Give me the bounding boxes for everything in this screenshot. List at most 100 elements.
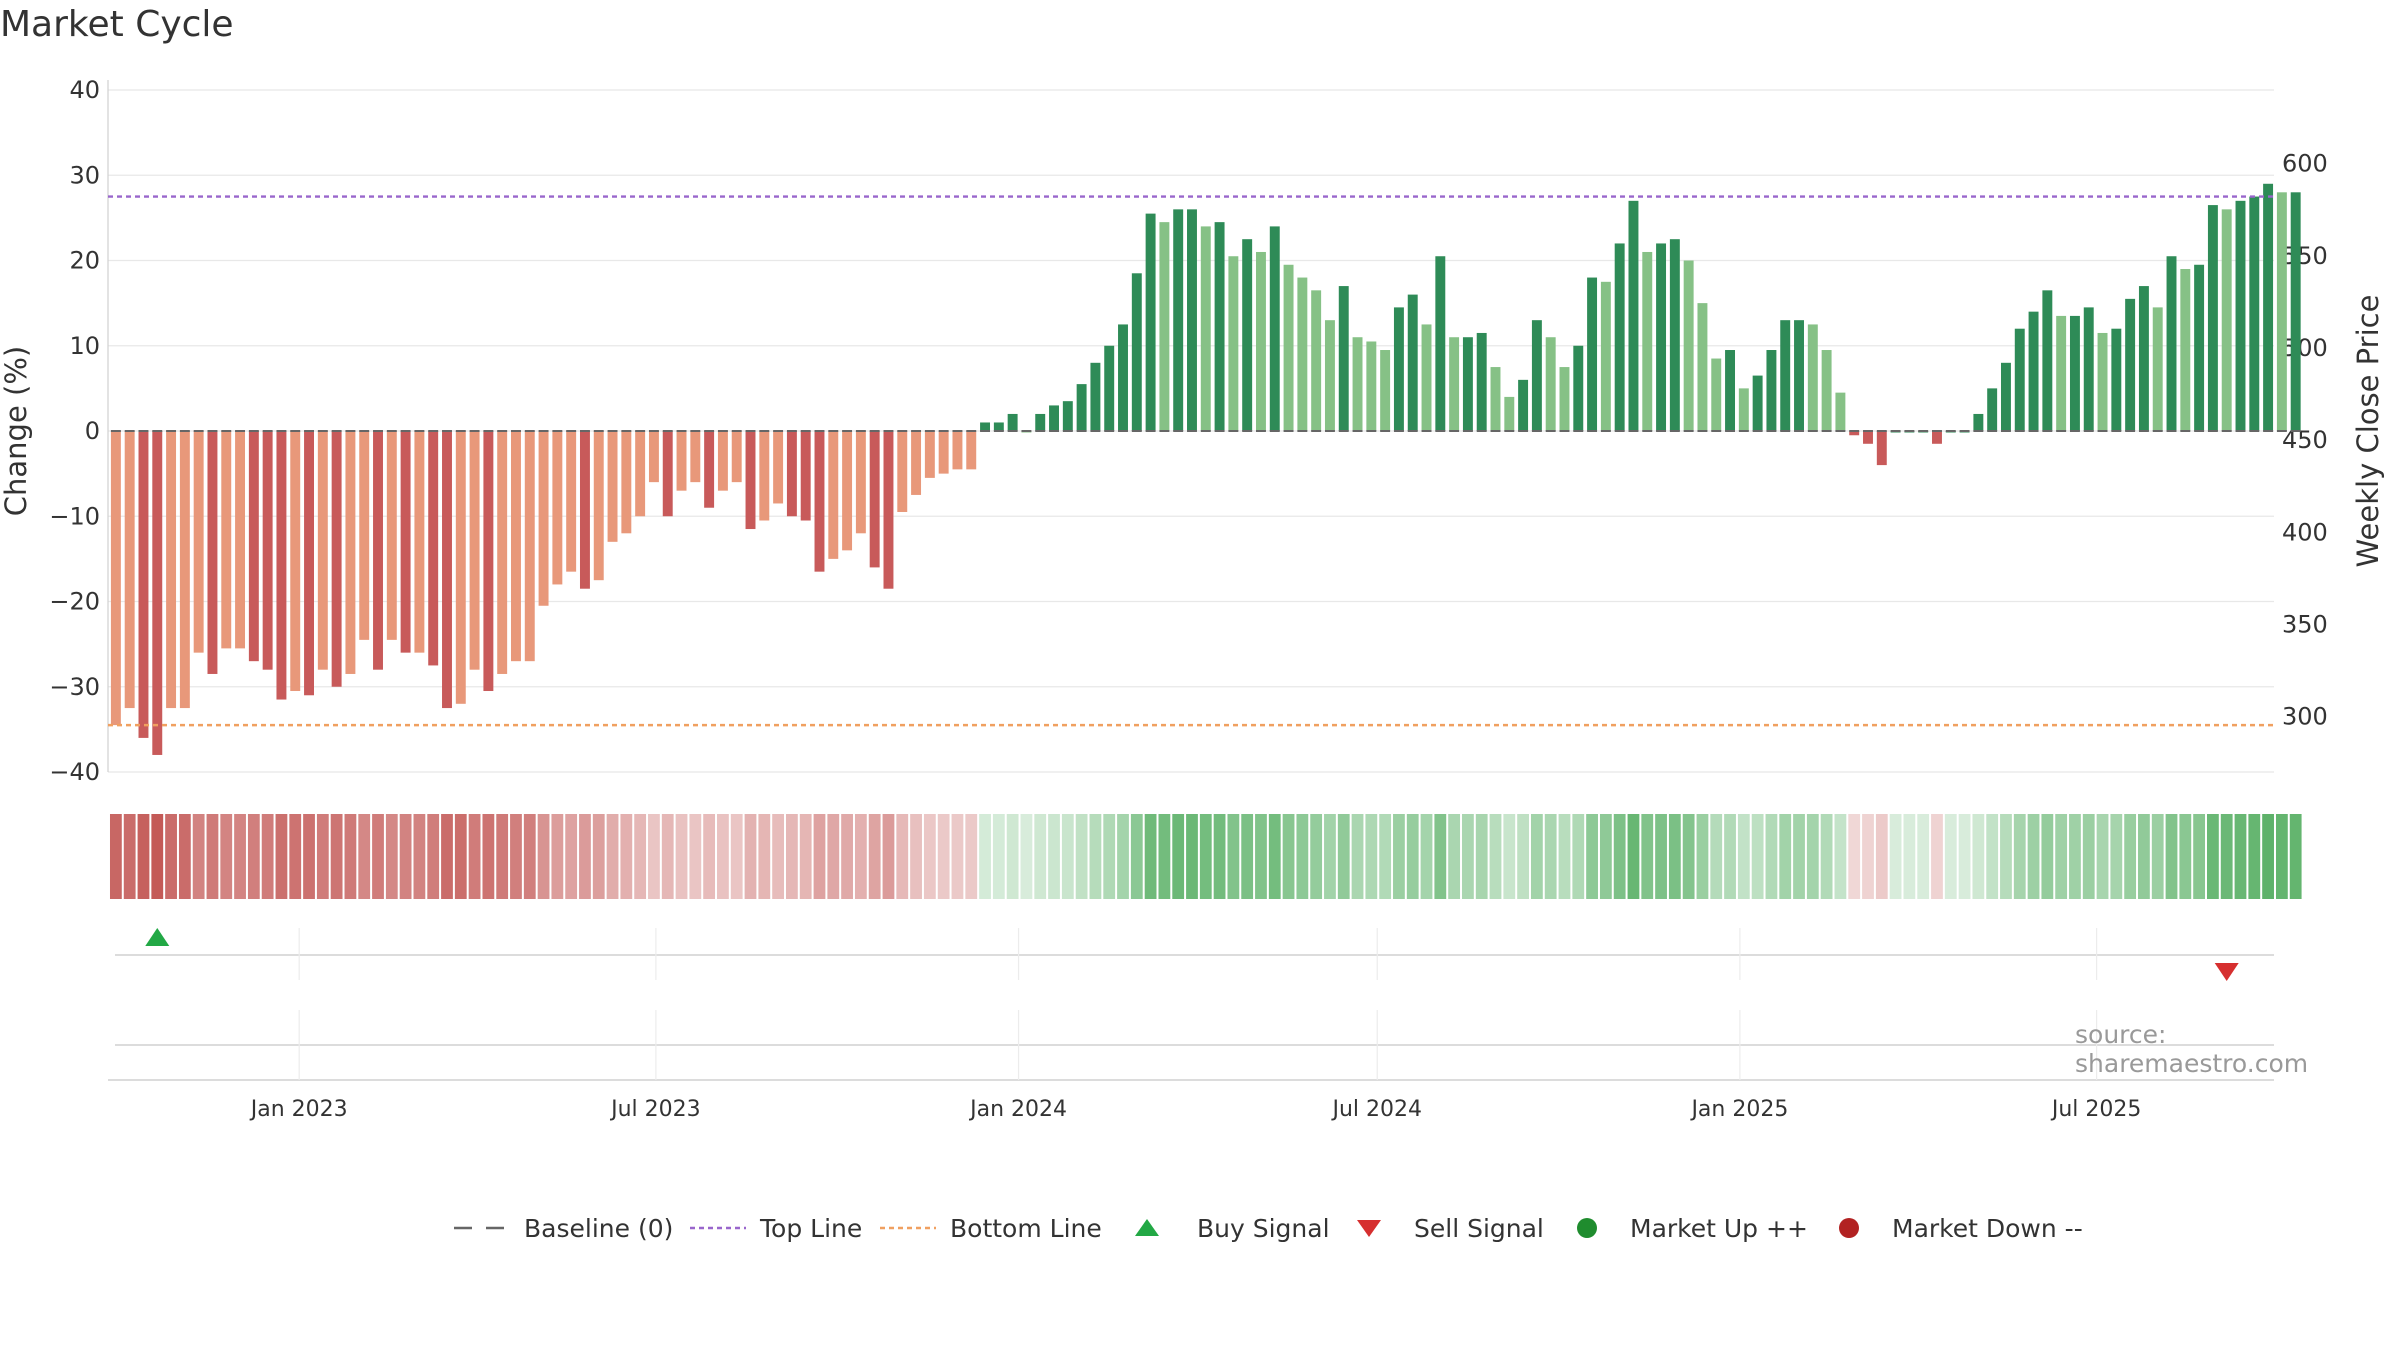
bar: [1380, 350, 1391, 431]
y-tick-label: −40: [49, 758, 100, 786]
bar: [2152, 307, 2163, 431]
heat-cell: [496, 814, 509, 899]
heat-cell: [1751, 814, 1764, 899]
bar: [1297, 277, 1308, 431]
bar: [235, 431, 246, 649]
heat-cell: [785, 814, 798, 899]
bar: [1090, 362, 1101, 431]
heat-cell: [1061, 814, 1074, 899]
heat-cell: [482, 814, 495, 899]
bar: [1807, 324, 1818, 431]
heat-cell: [2179, 814, 2192, 899]
bar: [1352, 337, 1363, 431]
bar: [2249, 196, 2260, 431]
heat-cell: [247, 814, 260, 899]
bar: [221, 431, 232, 649]
heat-cell: [2082, 814, 2095, 899]
heat-cell: [220, 814, 233, 899]
bar: [1683, 260, 1694, 431]
heat-cell: [799, 814, 812, 899]
y-tick-label: −10: [49, 502, 100, 530]
y2-tick-label: 450: [2282, 426, 2328, 454]
heat-cell: [234, 814, 246, 899]
bar: [373, 431, 383, 670]
heat-cell: [1048, 814, 1060, 899]
bar: [717, 431, 728, 491]
heat-cell: [1599, 814, 1612, 899]
heat-cell: [1503, 814, 1516, 899]
bar: [1600, 281, 1611, 431]
heat-cell: [1379, 814, 1392, 899]
bar: [952, 431, 963, 470]
bar: [1145, 213, 1156, 431]
bar: [924, 431, 935, 478]
heat-cell: [344, 814, 357, 899]
bar: [290, 431, 301, 692]
bar: [1173, 209, 1184, 431]
bar: [2166, 256, 2177, 431]
bar: [1200, 226, 1211, 431]
heat-cell: [1668, 814, 1681, 899]
heat-cell: [2193, 814, 2206, 899]
bar: [304, 431, 314, 696]
heat-cell: [206, 814, 219, 899]
heat-cell: [868, 814, 881, 899]
heat-cell: [303, 814, 315, 899]
heat-cell: [1006, 814, 1019, 899]
bar: [552, 431, 563, 585]
heat-cell: [2151, 814, 2164, 899]
bar: [442, 431, 452, 709]
heat-cell: [854, 814, 867, 899]
heat-cell: [1434, 814, 1447, 899]
heat-cell: [965, 814, 978, 899]
bar: [759, 431, 770, 521]
heat-cell: [1365, 814, 1378, 899]
bar: [2125, 298, 2136, 431]
bar: [897, 431, 908, 512]
heat-cell: [1227, 814, 1240, 899]
bar: [166, 431, 177, 709]
y2-tick-label: 600: [2282, 150, 2328, 178]
bar: [1504, 396, 1515, 431]
heat-cell: [441, 814, 453, 899]
y-tick-label: 0: [85, 417, 100, 445]
heat-cell: [565, 814, 578, 899]
heat-cell: [661, 814, 674, 899]
heat-cell: [2262, 814, 2274, 899]
heat-cell: [468, 814, 481, 899]
heat-cell: [1820, 814, 1833, 899]
legend-label: Baseline (0): [524, 1214, 673, 1243]
bar: [869, 431, 880, 568]
heat-cell: [923, 814, 936, 899]
heat-cell: [2138, 814, 2150, 899]
heat-cell: [2110, 814, 2123, 899]
heat-cell: [951, 814, 964, 899]
bar: [1752, 375, 1763, 431]
bar: [1007, 413, 1018, 431]
heat-cell: [109, 814, 122, 899]
bar: [579, 431, 590, 589]
bar: [1324, 320, 1335, 431]
bar: [842, 431, 853, 551]
heat-cell: [648, 814, 660, 899]
y-tick-label: 30: [69, 161, 100, 189]
bar: [1849, 431, 1860, 436]
bar: [1531, 320, 1542, 431]
heat-cell: [1806, 814, 1819, 899]
bar: [2221, 209, 2232, 431]
x-tick-label: Jul 2025: [2050, 1097, 2142, 1122]
heat-cell: [427, 814, 440, 899]
bar: [511, 431, 521, 662]
bar: [911, 431, 922, 495]
bar: [1697, 303, 1708, 431]
heat-cell: [1296, 814, 1309, 899]
bar: [773, 431, 784, 504]
heat-cell: [192, 814, 205, 899]
heat-cell: [537, 814, 550, 899]
bar: [1104, 345, 1115, 431]
heat-cell: [1475, 814, 1488, 899]
heat-cell: [1834, 814, 1847, 899]
heat-cell: [1903, 814, 1916, 899]
bar: [1421, 324, 1432, 431]
bar: [690, 431, 701, 483]
